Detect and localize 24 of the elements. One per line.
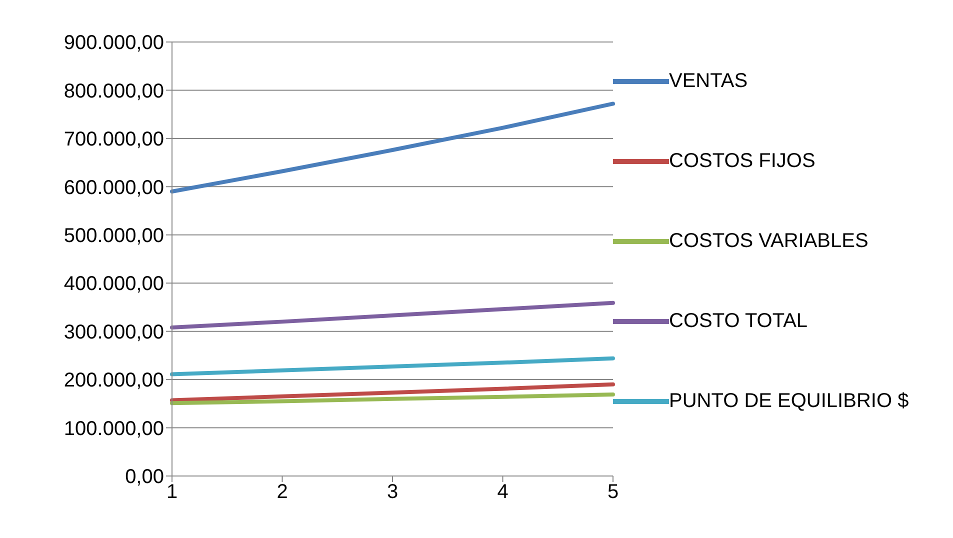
x-tick-label: 5 [607,481,619,504]
legend-label: PUNTO DE EQUILIBRIO $ [669,389,910,414]
legend-label: COSTOS FIJOS [669,149,816,174]
x-tick-label: 2 [276,481,288,504]
x-tick-label: 3 [386,481,398,504]
y-tick-label: 500.000,00 [64,224,164,247]
line-series [170,356,615,376]
y-tick-label: 200.000,00 [64,370,164,392]
x-tick-label: 1 [166,481,178,504]
x-tick-label: 4 [497,481,508,504]
y-tick-label: 400.000,00 [64,273,164,296]
y-tick-label: 0,00 [125,466,164,488]
y-tick-label: 600.000,00 [64,176,164,199]
line-series [170,382,615,402]
line-series [170,300,615,330]
y-tick-label: 300.000,00 [64,321,164,344]
line-series [170,392,615,406]
y-tick-label: 900.000,00 [64,32,164,54]
legend-label: COSTOS VARIABLES [669,229,870,254]
y-tick-label: 700.000,00 [64,128,164,151]
legend-label: VENTAS [669,69,749,94]
y-tick-label: 100.000,00 [64,418,164,440]
y-tick-label: 800.000,00 [64,80,164,102]
legend-label: COSTO TOTAL [669,309,809,334]
